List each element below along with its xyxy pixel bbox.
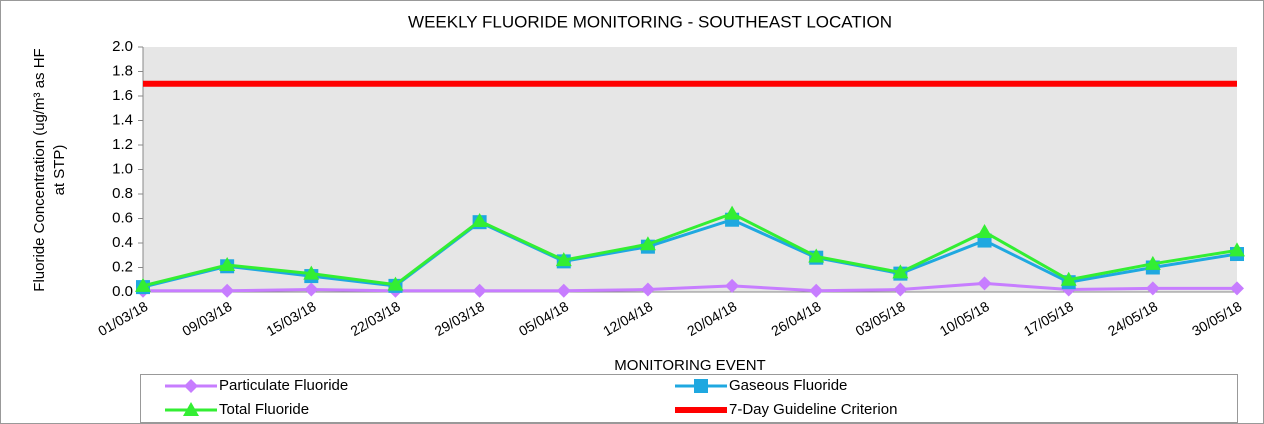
y-tick-label: 0.6 xyxy=(112,209,133,226)
y-tick-label: 2.0 xyxy=(112,38,133,55)
y-tick-label: 1.8 xyxy=(112,62,133,79)
series-line xyxy=(142,218,1238,289)
triangle-marker xyxy=(976,223,993,238)
triangle-marker xyxy=(303,265,320,280)
diamond-marker xyxy=(893,282,908,297)
y-tick-label: 1.6 xyxy=(112,87,133,104)
legend-label: 7-Day Guideline Criterion xyxy=(729,401,897,418)
triangle-marker xyxy=(219,257,236,272)
plot-area xyxy=(143,47,1237,292)
y-axis-title: at STP) xyxy=(51,145,68,196)
legend-box xyxy=(140,374,1238,423)
diamond-marker xyxy=(220,283,235,298)
triangle-marker xyxy=(471,212,488,227)
y-tick-label: 0.2 xyxy=(112,258,133,275)
triangle-marker xyxy=(555,252,572,267)
diamond-marker xyxy=(1230,281,1244,296)
y-axis-title: Fluoride Concentration (ug/m³ as HF xyxy=(31,48,48,291)
y-tick-label: 0.8 xyxy=(112,185,133,202)
triangle-marker xyxy=(183,402,199,416)
diamond-marker xyxy=(640,282,655,297)
triangle-marker xyxy=(892,264,909,279)
diamond-marker xyxy=(725,278,740,293)
series-line xyxy=(142,211,1238,288)
diamond-marker xyxy=(977,276,992,291)
legend-label: Gaseous Fluoride xyxy=(729,377,847,394)
diamond-marker xyxy=(556,283,571,298)
triangle-marker xyxy=(808,248,825,263)
y-tick-label: 0.4 xyxy=(112,234,133,251)
series-line xyxy=(143,281,1237,293)
legend-label: Total Fluoride xyxy=(219,401,309,418)
diamond-marker xyxy=(1145,281,1160,296)
triangle-marker xyxy=(1060,271,1077,286)
diamond-marker xyxy=(809,283,824,298)
y-tick-label: 0.0 xyxy=(112,283,133,300)
diamond-marker xyxy=(304,282,319,297)
diamond-marker xyxy=(184,379,198,393)
diamond-marker xyxy=(472,283,487,298)
triangle-marker xyxy=(1229,242,1245,257)
triangle-marker xyxy=(387,276,404,291)
chart-title: WEEKLY FLUORIDE MONITORING - SOUTHEAST L… xyxy=(408,12,892,31)
x-axis-title: MONITORING EVENT xyxy=(614,357,765,374)
y-tick-label: 1.2 xyxy=(112,136,133,153)
square-marker xyxy=(694,379,708,393)
y-tick-label: 1.4 xyxy=(112,111,133,128)
legend-label: Particulate Fluoride xyxy=(219,377,348,394)
triangle-marker xyxy=(724,205,741,220)
y-tick-label: 1.0 xyxy=(112,160,133,177)
triangle-marker xyxy=(639,236,656,251)
triangle-marker xyxy=(135,277,151,292)
triangle-marker xyxy=(1144,255,1161,270)
